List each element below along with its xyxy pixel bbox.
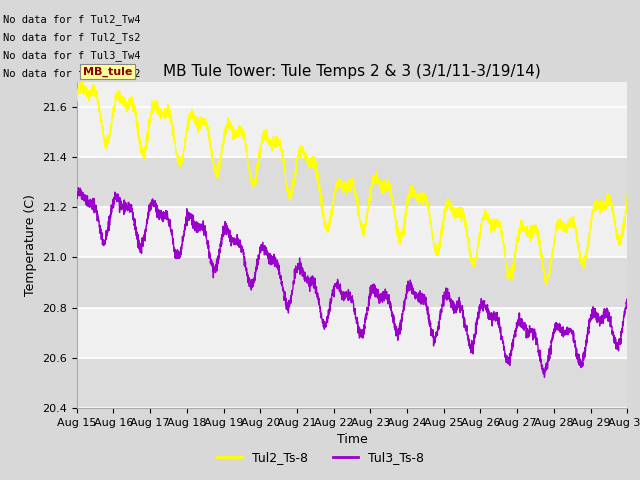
Bar	[77, 157, 627, 207]
X-axis label: Time: Time	[337, 433, 367, 446]
Title: MB Tule Tower: Tule Temps 2 & 3 (3/1/11-3/19/14): MB Tule Tower: Tule Temps 2 & 3 (3/1/11-…	[163, 64, 541, 79]
Text: MB_tule: MB_tule	[83, 66, 132, 77]
Text: No data for f Tul2_Ts2: No data for f Tul2_Ts2	[3, 32, 141, 43]
Text: No data for f Tul3_Ts2: No data for f Tul3_Ts2	[3, 68, 141, 79]
Legend: Tul2_Ts-8, Tul3_Ts-8: Tul2_Ts-8, Tul3_Ts-8	[211, 446, 429, 469]
Bar	[77, 257, 627, 308]
Text: No data for f Tul2_Tw4: No data for f Tul2_Tw4	[3, 13, 141, 24]
Text: No data for f Tul3_Tw4: No data for f Tul3_Tw4	[3, 50, 141, 61]
Y-axis label: Temperature (C): Temperature (C)	[24, 194, 36, 296]
Bar	[77, 358, 627, 408]
